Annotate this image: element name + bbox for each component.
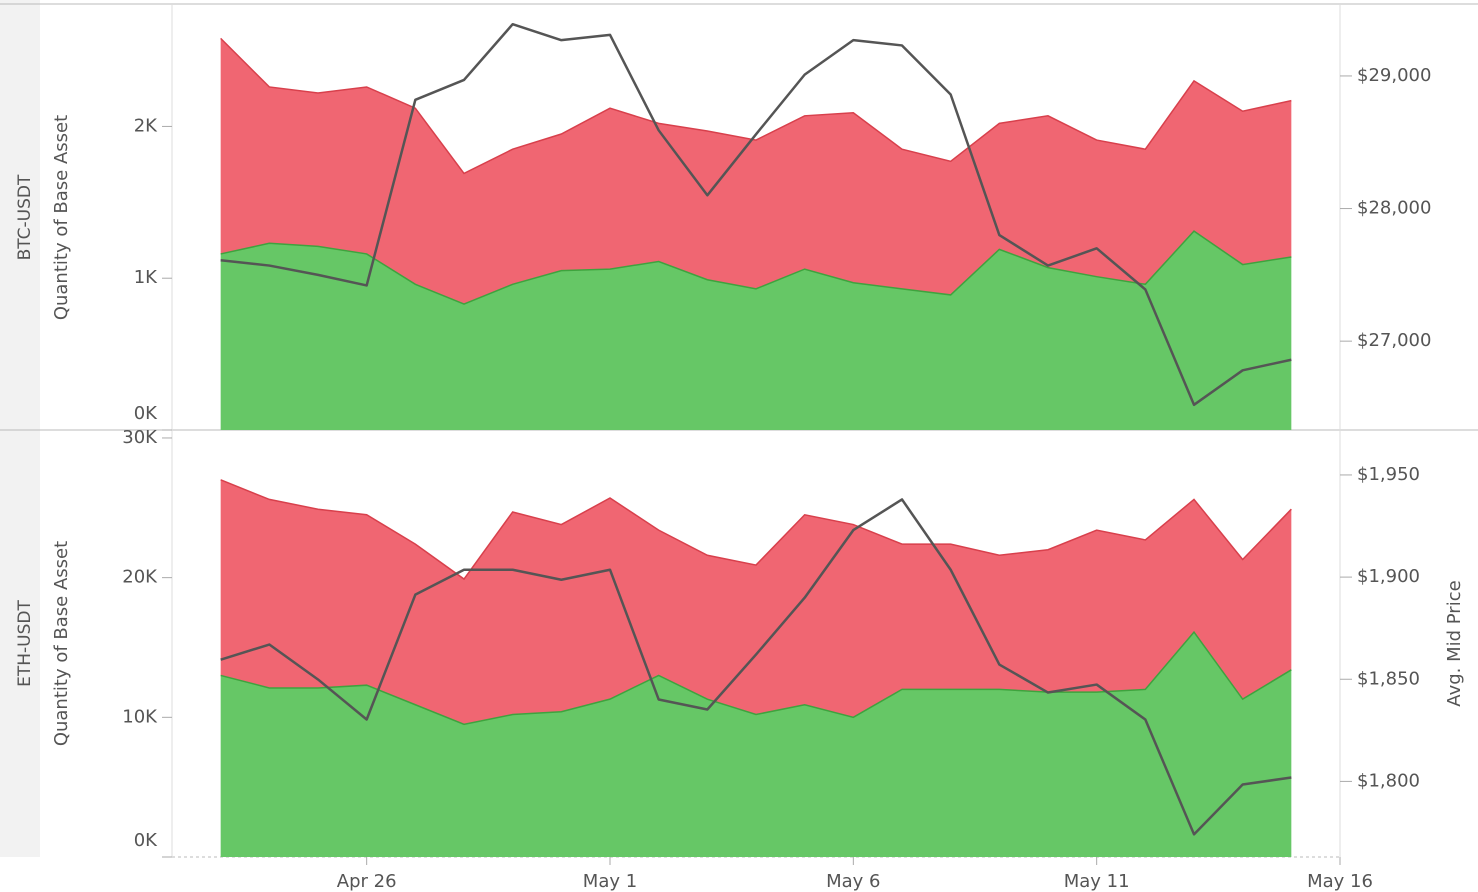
y-tick-label: 2K <box>134 115 158 136</box>
row-label: BTC-USDT <box>15 174 35 260</box>
stacked-area <box>220 632 1292 857</box>
area-edge <box>220 230 1292 305</box>
y2-tick-label: $29,000 <box>1357 65 1431 86</box>
y2-tick-label: $28,000 <box>1357 198 1431 219</box>
stacked-area <box>220 38 1292 305</box>
y2-tick-label: $1,800 <box>1357 770 1420 791</box>
x-tick-label: May 16 <box>1307 871 1373 892</box>
area-edge <box>220 630 1292 726</box>
x-tick-label: May 6 <box>826 871 880 892</box>
y2-tick-label: $1,850 <box>1357 668 1420 689</box>
stacked-area <box>220 231 1292 430</box>
row-header-strip <box>0 0 40 857</box>
area-edge <box>220 37 1292 175</box>
y2-tick-label: $1,950 <box>1357 464 1420 485</box>
price-line <box>220 22 1292 407</box>
y2-axis-title: Avg. Mid Price <box>1444 580 1465 706</box>
y-tick-label: 20K <box>122 567 158 588</box>
row-label: ETH-USDT <box>15 600 35 687</box>
x-tick-label: May 1 <box>583 871 637 892</box>
y-axis-title: Quantity of Base Asset <box>51 541 72 746</box>
y-axis-title: Quantity of Base Asset <box>51 115 72 320</box>
y2-tick-label: $1,900 <box>1357 566 1420 587</box>
x-tick-label: May 11 <box>1064 871 1130 892</box>
y2-tick-label: $27,000 <box>1357 330 1431 351</box>
price-line <box>220 498 1292 836</box>
y-tick-label: 1K <box>134 267 158 288</box>
y-tick-label: 0K <box>134 403 158 424</box>
y-tick-label: 10K <box>122 706 158 727</box>
y-tick-label: 30K <box>122 427 158 448</box>
area-edge <box>220 479 1292 581</box>
stacked-area <box>220 479 1292 725</box>
x-tick-label: Apr 26 <box>337 871 397 892</box>
y-tick-label: 0K <box>134 830 158 851</box>
